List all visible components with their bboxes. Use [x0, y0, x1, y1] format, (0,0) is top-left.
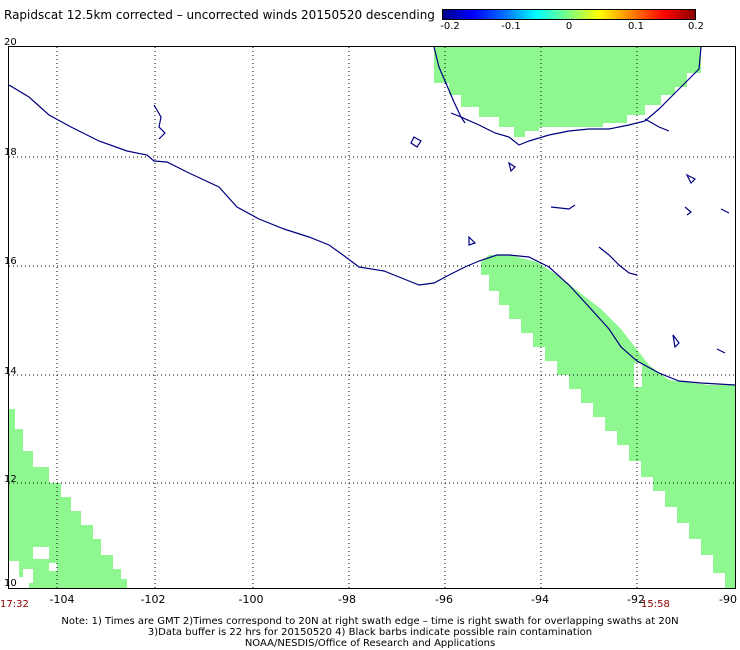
- swath-time-right: 15:58: [641, 599, 670, 610]
- colorbar: [442, 9, 696, 20]
- swath-time-left: 17:32: [0, 599, 29, 610]
- map-title: Rapidscat 12.5km corrected – uncorrected…: [4, 8, 435, 22]
- latitude-label: 18: [4, 147, 17, 158]
- swath-top: [434, 47, 701, 137]
- map-panel[interactable]: [8, 46, 736, 589]
- map-svg: [8, 46, 736, 588]
- swath-bottom-left: [9, 409, 127, 588]
- longitude-label: -94: [531, 593, 549, 606]
- latitude-label: 20: [4, 37, 17, 48]
- latitude-label: 14: [4, 366, 17, 377]
- latitude-label: 12: [4, 474, 17, 485]
- colorbar-tick-label: 0.1: [628, 21, 644, 32]
- colorbar-tick-label: -0.1: [501, 21, 521, 32]
- longitude-label: -90: [719, 593, 737, 606]
- longitude-label: -98: [338, 593, 356, 606]
- latitude-label: 16: [4, 256, 17, 267]
- longitude-label: -96: [435, 593, 453, 606]
- footnote-line-3: NOAA/NESDIS/Office of Research and Appli…: [244, 638, 496, 649]
- longitude-label: -104: [49, 593, 75, 606]
- wind-swath-coverage: [9, 47, 735, 588]
- footnote-line-1: Note: 1) Times are GMT 2)Times correspon…: [61, 616, 679, 627]
- longitude-label: -102: [140, 593, 166, 606]
- latitude-label: 10: [4, 578, 17, 589]
- swath-diagonal: [481, 255, 735, 588]
- footnote-line-2: 3)Data buffer is 22 hrs for 20150520 4) …: [147, 627, 593, 638]
- colorbar-tick-label: -0.2: [440, 21, 460, 32]
- colorbar-tick-label: 0: [565, 21, 573, 32]
- longitude-label: -100: [238, 593, 264, 606]
- graticule: [9, 47, 735, 588]
- colorbar-tick-label: 0.2: [688, 21, 704, 32]
- longitude-label: -92: [627, 593, 645, 606]
- coastline: [8, 46, 736, 386]
